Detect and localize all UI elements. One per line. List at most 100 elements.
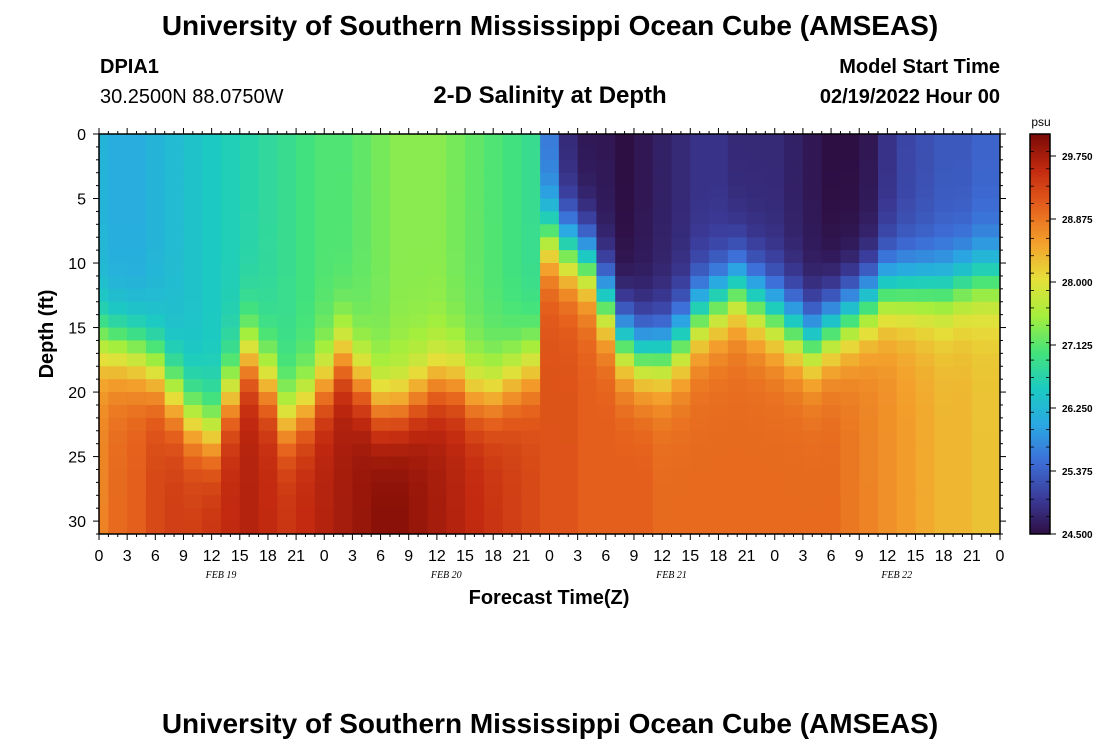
heatmap-cell xyxy=(202,211,222,225)
heatmap-cell xyxy=(296,224,316,238)
heatmap-cell xyxy=(934,237,954,251)
heatmap-cell xyxy=(99,508,109,522)
heatmap-cell xyxy=(709,404,729,419)
y-axis-label: Depth (ft) xyxy=(36,290,58,379)
heatmap-cell xyxy=(258,521,278,534)
heatmap-cell xyxy=(446,159,466,174)
heatmap-cell xyxy=(840,443,860,458)
heatmap-cell xyxy=(990,198,1000,213)
heatmap-cell xyxy=(296,353,316,367)
heatmap-cell xyxy=(671,366,691,380)
heatmap-cell xyxy=(577,417,598,432)
heatmap-cell xyxy=(746,237,766,251)
heatmap-cell xyxy=(239,508,260,522)
heatmap-cell xyxy=(502,379,522,393)
heatmap-cell xyxy=(577,237,598,251)
heatmap-cell xyxy=(427,508,447,522)
heatmap-cell xyxy=(127,301,147,316)
heatmap-cell xyxy=(389,263,410,277)
heatmap-cell xyxy=(277,327,297,342)
heatmap-cell xyxy=(990,172,1000,187)
heatmap-cell xyxy=(371,379,391,393)
heatmap-cell xyxy=(352,404,372,419)
heatmap-cell xyxy=(277,443,297,458)
heatmap-cell xyxy=(859,237,879,251)
heatmap-cell xyxy=(690,237,710,251)
footer-title: University of Southern Mississippi Ocean… xyxy=(161,708,939,739)
heatmap-cell xyxy=(877,263,898,277)
heatmap-cell xyxy=(802,237,823,251)
heatmap-cell xyxy=(840,263,860,277)
heatmap-cell xyxy=(314,327,335,342)
heatmap-cell xyxy=(859,508,879,522)
heatmap-cell xyxy=(389,404,410,419)
heatmap-cell xyxy=(145,366,166,380)
heatmap-cell xyxy=(183,250,203,264)
heatmap-cell xyxy=(108,469,128,483)
heatmap-cell xyxy=(953,456,973,471)
heatmap-cell xyxy=(633,456,654,471)
heatmap-cell xyxy=(859,134,879,148)
heatmap-cell xyxy=(596,185,616,200)
heatmap-cell xyxy=(877,224,898,238)
heatmap-cell xyxy=(596,134,616,148)
heatmap-cell xyxy=(915,314,935,329)
heatmap-cell xyxy=(896,198,917,213)
heatmap-cell xyxy=(277,340,297,354)
heatmap-cell xyxy=(221,314,241,329)
heatmap-cell xyxy=(296,430,316,445)
heatmap-cell xyxy=(596,275,616,290)
heatmap-cell xyxy=(521,250,541,264)
heatmap-cell xyxy=(352,508,372,522)
heatmap-cell xyxy=(333,430,354,445)
heatmap-cell xyxy=(840,404,860,419)
heatmap-cell xyxy=(239,366,260,380)
heatmap-cell xyxy=(164,508,185,522)
heatmap-cell xyxy=(896,211,917,225)
heatmap-cell xyxy=(427,366,447,380)
heatmap-cell xyxy=(990,134,1000,148)
heatmap-cell xyxy=(427,495,447,509)
heatmap-cell xyxy=(765,288,785,303)
heatmap-cell xyxy=(990,456,1000,471)
heatmap-cell xyxy=(502,301,522,316)
heatmap-cell xyxy=(577,198,598,213)
heatmap-cell xyxy=(840,185,860,200)
heatmap-cell xyxy=(915,185,935,200)
heatmap-cell xyxy=(540,443,560,458)
x-tick-label: 9 xyxy=(179,548,188,565)
heatmap-cell xyxy=(202,288,222,303)
heatmap-cell xyxy=(127,288,147,303)
heatmap-cell xyxy=(953,198,973,213)
heatmap-cell xyxy=(821,198,842,213)
heatmap-cell xyxy=(971,443,992,458)
heatmap-cell xyxy=(145,263,166,277)
heatmap-cell xyxy=(540,263,560,277)
heatmap-cell xyxy=(727,495,748,509)
x-tick-label: 3 xyxy=(123,548,132,565)
heatmap-cell xyxy=(558,482,579,496)
heatmap-cell xyxy=(427,250,447,264)
heatmap-cell xyxy=(465,366,485,380)
heatmap-cell xyxy=(108,327,128,342)
heatmap-cell xyxy=(221,456,241,471)
heatmap-cell xyxy=(521,237,541,251)
heatmap-cell xyxy=(953,288,973,303)
heatmap-cell xyxy=(615,288,635,303)
heatmap-cell xyxy=(596,495,616,509)
heatmap-cell xyxy=(765,185,785,200)
heatmap-cell xyxy=(483,508,504,522)
heatmap-cell xyxy=(483,443,504,458)
day-label: FEB 19 xyxy=(205,570,237,581)
heatmap-cell xyxy=(145,185,166,200)
heatmap-cell xyxy=(540,508,560,522)
heatmap-cell xyxy=(934,198,954,213)
heatmap-cell xyxy=(633,353,654,367)
heatmap-cell xyxy=(483,250,504,264)
heatmap-cell xyxy=(615,456,635,471)
heatmap-cell xyxy=(352,211,372,225)
heatmap-cell xyxy=(277,521,297,534)
heatmap-cell xyxy=(671,288,691,303)
heatmap-cell xyxy=(990,211,1000,225)
